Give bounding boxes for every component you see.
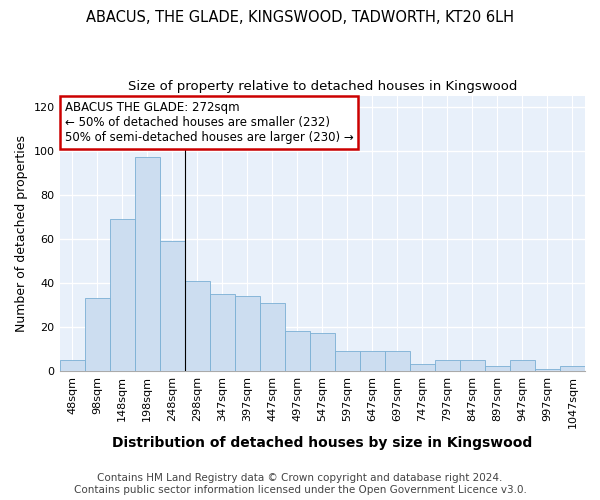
Bar xyxy=(85,298,110,371)
Bar xyxy=(185,280,209,371)
Bar xyxy=(335,351,360,371)
Bar xyxy=(285,331,310,371)
Text: Contains HM Land Registry data © Crown copyright and database right 2024.
Contai: Contains HM Land Registry data © Crown c… xyxy=(74,474,526,495)
Bar xyxy=(360,351,385,371)
Bar xyxy=(134,157,160,371)
Bar xyxy=(235,296,260,371)
X-axis label: Distribution of detached houses by size in Kingswood: Distribution of detached houses by size … xyxy=(112,436,532,450)
Bar xyxy=(59,360,85,371)
Bar xyxy=(560,366,585,371)
Bar xyxy=(110,219,134,371)
Bar xyxy=(310,334,335,371)
Y-axis label: Number of detached properties: Number of detached properties xyxy=(15,134,28,332)
Bar xyxy=(260,302,285,371)
Bar xyxy=(410,364,435,371)
Bar xyxy=(385,351,410,371)
Bar xyxy=(209,294,235,371)
Bar xyxy=(535,368,560,371)
Bar xyxy=(435,360,460,371)
Bar xyxy=(485,366,510,371)
Bar xyxy=(160,241,185,371)
Bar xyxy=(510,360,535,371)
Text: ABACUS, THE GLADE, KINGSWOOD, TADWORTH, KT20 6LH: ABACUS, THE GLADE, KINGSWOOD, TADWORTH, … xyxy=(86,10,514,25)
Bar xyxy=(460,360,485,371)
Text: ABACUS THE GLADE: 272sqm
← 50% of detached houses are smaller (232)
50% of semi-: ABACUS THE GLADE: 272sqm ← 50% of detach… xyxy=(65,101,353,144)
Title: Size of property relative to detached houses in Kingswood: Size of property relative to detached ho… xyxy=(128,80,517,93)
